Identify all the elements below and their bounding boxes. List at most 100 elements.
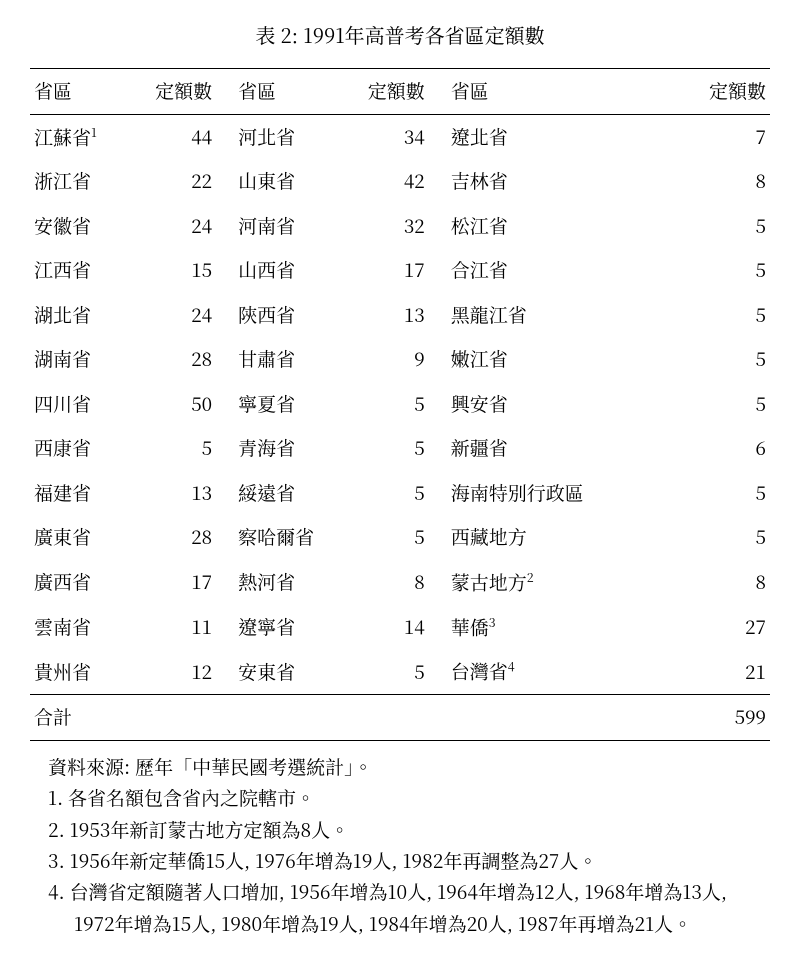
quota-cell: 28	[132, 515, 234, 560]
table-row: 江西省15山西省17合江省5	[30, 248, 770, 293]
table-row: 廣東省28察哈爾省5西藏地方5	[30, 515, 770, 560]
table-row: 湖南省28甘肅省9嫩江省5	[30, 337, 770, 382]
footnote-item: 2. 1953年新訂蒙古地方定額為8人。	[48, 814, 766, 845]
quota-cell: 28	[132, 337, 234, 382]
province-cell: 青海省	[234, 426, 345, 471]
quota-cell: 9	[345, 337, 447, 382]
province-cell: 陝西省	[234, 293, 345, 338]
table-row: 湖北省24陝西省13黑龍江省5	[30, 293, 770, 338]
province-cell: 廣東省	[30, 515, 132, 560]
header-province-2: 省區	[234, 69, 345, 115]
quota-cell: 5	[345, 649, 447, 694]
province-cell: 西藏地方	[447, 515, 651, 560]
quota-cell: 14	[345, 605, 447, 650]
notes-block: 資料來源: 歷年「中華民國考選統計」。 1. 各省名額包含省內之院轄市。2. 1…	[30, 751, 770, 939]
province-cell: 貴州省	[30, 649, 132, 694]
header-province-3: 省區	[447, 69, 651, 115]
quota-table: 省區 定額數 省區 定額數 省區 定額數 江蘇省144河北省34遼北省7浙江省2…	[30, 68, 770, 741]
province-cell: 寧夏省	[234, 382, 345, 427]
quota-cell: 8	[651, 560, 770, 605]
province-cell: 黑龍江省	[447, 293, 651, 338]
quota-cell: 17	[132, 560, 234, 605]
quota-cell: 24	[132, 204, 234, 249]
quota-cell: 15	[132, 248, 234, 293]
table-row: 四川省50寧夏省5興安省5	[30, 382, 770, 427]
table-row: 雲南省11遼寧省14華僑327	[30, 605, 770, 650]
table-body: 江蘇省144河北省34遼北省7浙江省22山東省42吉林省8安徽省24河南省32松…	[30, 114, 770, 695]
total-label: 合計	[30, 695, 132, 741]
province-cell: 華僑3	[447, 605, 651, 650]
province-cell: 湖北省	[30, 293, 132, 338]
footnotes-container: 1. 各省名額包含省內之院轄市。2. 1953年新訂蒙古地方定額為8人。3. 1…	[48, 782, 766, 939]
footnote-item: 3. 1956年新定華僑15人, 1976年增為19人, 1982年再調整為27…	[48, 845, 766, 876]
quota-cell: 5	[651, 515, 770, 560]
quota-cell: 17	[345, 248, 447, 293]
province-cell: 海南特別行政區	[447, 471, 651, 516]
province-cell: 浙江省	[30, 159, 132, 204]
header-province-1: 省區	[30, 69, 132, 115]
province-cell: 福建省	[30, 471, 132, 516]
quota-cell: 27	[651, 605, 770, 650]
quota-cell: 5	[345, 426, 447, 471]
province-cell: 遼北省	[447, 114, 651, 159]
quota-cell: 5	[651, 382, 770, 427]
quota-cell: 5	[345, 515, 447, 560]
province-cell: 綏遠省	[234, 471, 345, 516]
quota-cell: 12	[132, 649, 234, 694]
province-cell: 松江省	[447, 204, 651, 249]
quota-cell: 5	[345, 471, 447, 516]
footnote-item: 4. 台灣省定額隨著人口增加, 1956年增為10人, 1964年增為12人, …	[48, 876, 766, 939]
header-row: 省區 定額數 省區 定額數 省區 定額數	[30, 69, 770, 115]
quota-cell: 5	[651, 471, 770, 516]
province-cell: 山東省	[234, 159, 345, 204]
province-cell: 新疆省	[447, 426, 651, 471]
quota-cell: 21	[651, 649, 770, 694]
source-line: 資料來源: 歷年「中華民國考選統計」。	[48, 751, 766, 782]
province-cell: 吉林省	[447, 159, 651, 204]
table-row: 貴州省12安東省5台灣省421	[30, 649, 770, 694]
table-caption: 表 2: 1991年高普考各省區定額數	[30, 20, 770, 50]
quota-cell: 44	[132, 114, 234, 159]
total-value: 599	[651, 695, 770, 741]
quota-cell: 24	[132, 293, 234, 338]
province-cell: 察哈爾省	[234, 515, 345, 560]
quota-cell: 34	[345, 114, 447, 159]
quota-cell: 8	[651, 159, 770, 204]
province-cell: 西康省	[30, 426, 132, 471]
table-row: 江蘇省144河北省34遼北省7	[30, 114, 770, 159]
province-cell: 江蘇省1	[30, 114, 132, 159]
province-cell: 甘肅省	[234, 337, 345, 382]
province-cell: 山西省	[234, 248, 345, 293]
footnote-item: 1. 各省名額包含省內之院轄市。	[48, 782, 766, 813]
quota-cell: 5	[651, 248, 770, 293]
total-row: 合計 599	[30, 695, 770, 741]
quota-cell: 6	[651, 426, 770, 471]
province-cell: 嫩江省	[447, 337, 651, 382]
province-cell: 雲南省	[30, 605, 132, 650]
province-cell: 遼寧省	[234, 605, 345, 650]
quota-cell: 7	[651, 114, 770, 159]
quota-cell: 5	[651, 204, 770, 249]
quota-cell: 11	[132, 605, 234, 650]
quota-cell: 50	[132, 382, 234, 427]
province-cell: 熱河省	[234, 560, 345, 605]
province-cell: 湖南省	[30, 337, 132, 382]
province-cell: 台灣省4	[447, 649, 651, 694]
province-cell: 廣西省	[30, 560, 132, 605]
quota-cell: 5	[345, 382, 447, 427]
quota-cell: 13	[132, 471, 234, 516]
header-quota-2: 定額數	[345, 69, 447, 115]
quota-cell: 5	[651, 337, 770, 382]
province-cell: 河北省	[234, 114, 345, 159]
province-cell: 合江省	[447, 248, 651, 293]
province-cell: 安徽省	[30, 204, 132, 249]
province-cell: 河南省	[234, 204, 345, 249]
province-cell: 江西省	[30, 248, 132, 293]
province-cell: 興安省	[447, 382, 651, 427]
quota-cell: 5	[651, 293, 770, 338]
header-quota-3: 定額數	[651, 69, 770, 115]
table-row: 廣西省17熱河省8蒙古地方28	[30, 560, 770, 605]
quota-cell: 5	[132, 426, 234, 471]
header-quota-1: 定額數	[132, 69, 234, 115]
quota-cell: 32	[345, 204, 447, 249]
